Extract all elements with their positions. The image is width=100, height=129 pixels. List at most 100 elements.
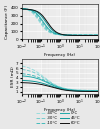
-30°C [66, 34, 68, 36]
45°C [90, 35, 92, 36]
0°C [90, 90, 92, 92]
0°C [90, 34, 92, 36]
-10°C [22, 73, 23, 75]
60°C [68, 90, 69, 91]
-40°C [68, 34, 69, 36]
-10°C [97, 34, 99, 36]
45°C [22, 80, 23, 81]
-40°C [67, 88, 68, 90]
45°C [68, 90, 69, 91]
45°C [66, 34, 68, 36]
Line: 60°C: 60°C [22, 9, 98, 35]
60°C [86, 91, 87, 92]
60°C [22, 8, 23, 10]
Line: -40°C: -40°C [22, 8, 98, 35]
-30°C [90, 90, 92, 91]
-10°C [86, 34, 87, 36]
60°C [90, 35, 92, 36]
45°C [97, 35, 99, 36]
Line: -10°C: -10°C [22, 74, 98, 91]
Line: -30°C: -30°C [22, 9, 98, 35]
60°C [97, 91, 99, 92]
-30°C [97, 90, 99, 91]
-30°C [68, 88, 69, 90]
-40°C [86, 89, 87, 91]
-30°C [97, 34, 99, 36]
45°C [68, 34, 69, 36]
0°C [68, 89, 69, 91]
Line: 0°C: 0°C [22, 76, 98, 91]
X-axis label: Frequency (Hz): Frequency (Hz) [44, 53, 76, 57]
-10°C [67, 34, 68, 36]
-10°C [68, 34, 69, 36]
0°C [22, 8, 23, 10]
45°C [67, 34, 68, 36]
60°C [68, 34, 69, 36]
-30°C [21, 8, 23, 9]
60°C [22, 82, 23, 83]
-10°C [97, 90, 99, 92]
-10°C [90, 90, 92, 92]
-40°C [21, 8, 23, 9]
45°C [86, 90, 87, 92]
60°C [21, 82, 23, 83]
60°C [90, 91, 92, 92]
-30°C [90, 34, 92, 36]
-10°C [21, 8, 23, 9]
60°C [67, 90, 68, 91]
X-axis label: Frequency (Hz): Frequency (Hz) [44, 108, 76, 112]
45°C [67, 89, 68, 91]
-40°C [22, 8, 23, 9]
-40°C [90, 90, 92, 91]
-40°C [90, 34, 92, 36]
-30°C [22, 69, 23, 70]
60°C [21, 8, 23, 10]
-30°C [86, 34, 87, 36]
45°C [86, 35, 87, 36]
0°C [67, 89, 68, 90]
-10°C [66, 88, 68, 90]
Line: 45°C: 45°C [22, 9, 98, 35]
-10°C [66, 34, 68, 36]
Y-axis label: Capacitance (F): Capacitance (F) [5, 5, 9, 39]
-10°C [21, 73, 23, 74]
0°C [86, 34, 87, 36]
0°C [67, 34, 68, 36]
-40°C [86, 34, 87, 36]
-10°C [90, 34, 92, 36]
60°C [97, 35, 99, 36]
0°C [97, 90, 99, 92]
0°C [97, 34, 99, 36]
-40°C [68, 88, 69, 90]
-10°C [67, 89, 68, 90]
0°C [68, 34, 69, 36]
45°C [97, 91, 99, 92]
-40°C [67, 34, 68, 36]
-30°C [68, 34, 69, 36]
-10°C [68, 89, 69, 90]
-40°C [21, 65, 23, 67]
60°C [66, 34, 68, 36]
0°C [66, 89, 68, 90]
-40°C [22, 65, 23, 67]
60°C [66, 90, 68, 91]
-40°C [66, 88, 68, 90]
-10°C [86, 90, 87, 91]
Line: -40°C: -40°C [22, 66, 98, 90]
Line: 45°C: 45°C [22, 80, 98, 91]
-30°C [67, 88, 68, 90]
-40°C [66, 34, 68, 36]
-40°C [97, 90, 99, 91]
-30°C [22, 8, 23, 9]
Line: 60°C: 60°C [22, 83, 98, 92]
-30°C [86, 90, 87, 91]
45°C [66, 89, 68, 91]
-30°C [67, 34, 68, 36]
0°C [21, 8, 23, 9]
0°C [22, 75, 23, 77]
0°C [66, 34, 68, 36]
Y-axis label: ESR (mΩ): ESR (mΩ) [10, 66, 14, 87]
Legend: -40°C, -30°C, -10°C, 0°C, 45°C, 60°C: -40°C, -30°C, -10°C, 0°C, 45°C, 60°C [34, 110, 82, 127]
Line: 0°C: 0°C [22, 9, 98, 35]
45°C [22, 8, 23, 10]
